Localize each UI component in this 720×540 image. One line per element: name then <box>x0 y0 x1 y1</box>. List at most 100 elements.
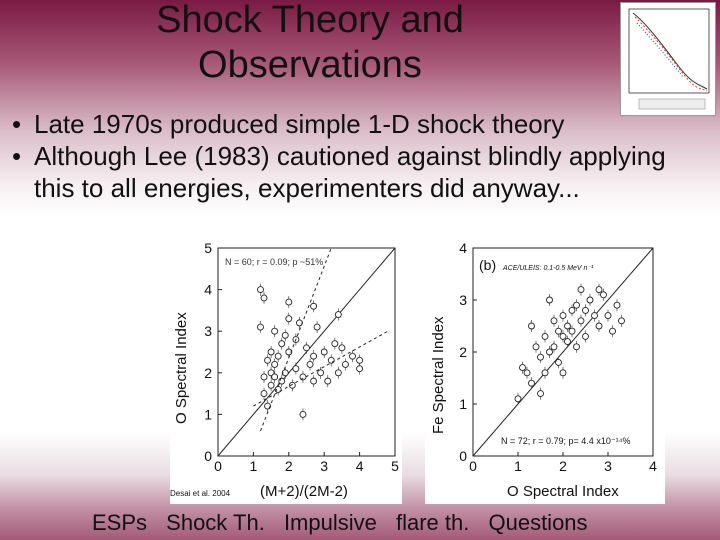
plot-b-data-point <box>555 327 562 335</box>
plot-a-data-point <box>295 319 303 327</box>
plot-a-data-point <box>271 373 279 381</box>
plot-b-data-point <box>595 322 603 330</box>
bullet-list: Late 1970s produced simple 1-D shock the… <box>12 108 712 204</box>
plot-b-data-point <box>577 286 585 294</box>
plot-a-data-point <box>327 356 335 364</box>
plot-a-xtick-label: 5 <box>391 458 399 474</box>
plot-a-xtick-label: 0 <box>214 458 222 474</box>
plot-b-data-point <box>564 322 571 330</box>
plot-b-data-point <box>595 286 603 294</box>
plot-a-data-point <box>299 410 307 418</box>
plot-b-data-point <box>537 353 544 361</box>
plot-a-data-point <box>271 361 279 368</box>
plot-a-data-point <box>310 377 318 385</box>
plot-a-data-point <box>303 344 310 352</box>
plot-a-data-point <box>285 315 293 323</box>
plot-a-data-point <box>310 302 318 310</box>
plot-a-data-point <box>331 340 339 348</box>
plot-b-ytick-label: 0 <box>459 448 467 464</box>
nav-esps-link[interactable]: ESPs <box>92 510 148 535</box>
plot-b-data-point <box>532 343 540 351</box>
plot-b-data-point <box>537 390 544 398</box>
plot-b-data-point <box>582 332 589 340</box>
nav-flare-theory-link[interactable]: flare th. <box>395 510 470 535</box>
plot-a-data-point <box>320 348 328 356</box>
plot-b-data-point <box>541 369 549 377</box>
bullet-item: Although Lee (1983) cautioned against bl… <box>12 140 712 204</box>
plot-b-panel: (b) <box>479 257 496 273</box>
plot-b-stats: N = 72; r = 0.79; p= 4.4 x10⁻¹⁴% <box>501 436 630 446</box>
plot-a-xtick-label: 3 <box>320 458 328 474</box>
plot-a-data-point <box>278 377 286 385</box>
plot-b-data-point <box>528 322 535 330</box>
plot-b-data-point <box>618 317 625 325</box>
plot-a-xlabel: (M+2)/(2M-2) <box>260 483 348 500</box>
plot-a-ytick-label: 1 <box>204 406 212 422</box>
plot-a-data-point <box>306 361 314 368</box>
plot-a-credit: Desai et al. 2004 <box>170 489 231 498</box>
plot-b-data-point <box>541 332 549 340</box>
plot-a-data-point <box>260 373 268 381</box>
plot-a-data-point <box>271 327 279 335</box>
plot-b-data-point <box>546 296 553 304</box>
plot-a-data-point <box>267 348 275 356</box>
plot-b-data-point <box>564 338 571 346</box>
title-line-1: Shock Theory and <box>156 0 464 41</box>
plot-b-xtick-label: 1 <box>514 458 522 474</box>
thumbnail-figure <box>620 2 716 116</box>
plot-b-data-point <box>550 343 558 351</box>
plot-b-data-point <box>559 369 567 377</box>
plot-b-marks: 0 1 2 3 4 0 1 2 3 4 <box>459 240 657 474</box>
plot-a-xtick-label: 4 <box>356 458 364 474</box>
title-line-2: Observations <box>198 44 422 86</box>
plot-b-data-point <box>550 317 558 325</box>
scatter-plot-o-spectral-index: 0 1 2 3 4 5 0 1 2 3 4 5 N = 60; r = 0.09; p ~51% O … <box>170 234 402 504</box>
plot-b-data-point <box>600 291 607 299</box>
plot-b-data-point <box>559 312 567 320</box>
plot-b-data-point <box>613 301 621 309</box>
nav-impulsive-link[interactable]: Impulsive <box>283 510 377 535</box>
plot-a-data-point <box>317 369 325 377</box>
plot-a-data-point <box>260 294 268 302</box>
nav-questions-link[interactable]: Questions <box>488 510 588 535</box>
plot-b-data-point <box>586 296 594 304</box>
plot-a-data-point <box>288 381 296 389</box>
plot-b-data-point <box>568 327 576 335</box>
plot-b-data-point <box>514 395 522 403</box>
plot-b-subtitle: ACE/ULEIS: 0.1-0.5 MeV n⁻¹ <box>502 265 594 272</box>
plot-a-data-point <box>356 365 364 373</box>
plot-b-data-point <box>573 343 580 351</box>
plot-b-ytick-label: 2 <box>459 344 467 360</box>
plot-a-trend-shallow <box>253 330 389 407</box>
plot-a-data-point <box>313 323 321 331</box>
plot-a-data-point <box>338 344 346 352</box>
slide-title: Shock Theory and Observations <box>100 0 520 88</box>
plot-a-ylabel: O Spectral Index <box>173 312 190 424</box>
plot-a-data-point <box>285 298 293 306</box>
plot-b-ylabel: Fe Spectral Index <box>430 316 447 434</box>
plot-b-data-point <box>573 301 580 309</box>
plot-a-data-point <box>281 369 289 377</box>
plot-a-stats: N = 60; r = 0.09; p ~51% <box>225 257 323 267</box>
plot-b-data-point <box>519 364 526 372</box>
plot-a-ytick-label: 4 <box>204 282 212 298</box>
bottom-navigation: ESPs Shock Th. Impulsive flare th. Quest… <box>92 510 601 536</box>
plot-a-ytick-label: 2 <box>204 365 212 381</box>
plot-a-marks: 0 1 2 3 4 5 0 1 2 3 4 5 <box>204 240 399 474</box>
plot-a-xtick-label: 1 <box>250 458 258 474</box>
plot-a-data-point <box>281 331 289 339</box>
plot-b-xlabel: O Spectral Index <box>507 483 619 500</box>
nav-shock-theory-link[interactable]: Shock Th. <box>166 510 265 535</box>
plot-a-xtick-label: 2 <box>285 458 293 474</box>
bullet-item: Late 1970s produced simple 1-D shock the… <box>12 108 712 140</box>
plot-a-frame <box>217 247 396 457</box>
plot-a-data-point <box>267 381 275 389</box>
plot-b-ytick-label: 3 <box>459 292 467 308</box>
plot-b-data-point <box>523 369 531 377</box>
plot-b-data-point <box>577 317 585 325</box>
plot-b-data-point <box>609 327 616 335</box>
plot-a-data-point <box>310 352 318 360</box>
plot-b-ytick-label: 4 <box>459 240 467 256</box>
plot-a-ytick-label: 0 <box>204 448 212 464</box>
plot-a-data-point <box>260 390 268 398</box>
